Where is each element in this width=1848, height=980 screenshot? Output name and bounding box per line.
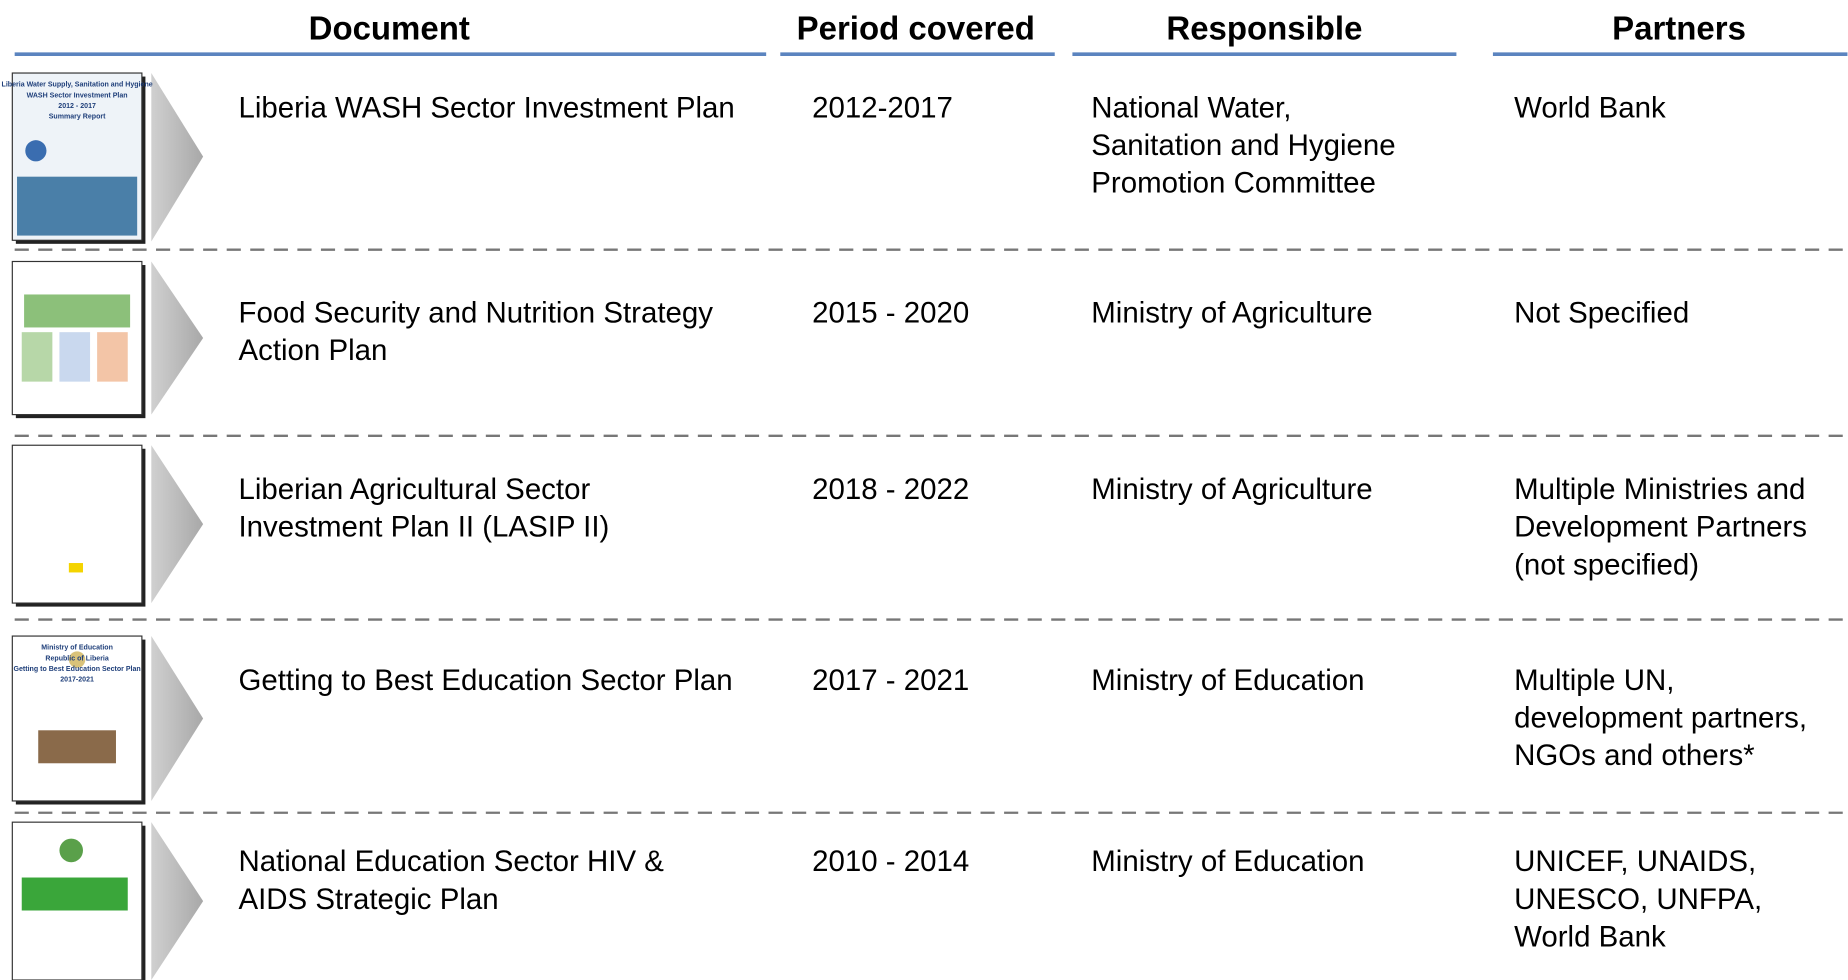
document-name: National Education Sector HIV & [238,845,664,878]
responsible: Ministry of Agriculture [1091,296,1372,329]
responsible: Sanitation and Hygiene [1091,129,1395,162]
thumbnail-text: Republic of Liberia [45,655,109,662]
column-header: Responsible [1166,9,1362,46]
document-name: Action Plan [238,334,387,367]
period: 2015 - 2020 [812,296,969,329]
thumbnail-text: WASH Sector Investment Plan [27,92,128,99]
partners: Multiple UN, [1514,664,1674,697]
document-name: Liberian Agricultural Sector [238,473,590,506]
responsible: Ministry of Agriculture [1091,473,1372,506]
column-header: Document [309,9,470,46]
partners: Multiple Ministries and [1514,473,1805,506]
document-name: Getting to Best Education Sector Plan [238,664,732,697]
thumbnail-text: Liberia Water Supply, Sanitation and Hyg… [2,82,153,89]
document-name: Food Security and Nutrition Strategy [238,296,713,329]
responsible: Ministry of Education [1091,664,1364,697]
slide: Document Period covered Responsible Partner… [0,0,1848,980]
thumbnail-text: Summary Report [49,113,106,120]
partners: UNESCO, UNFPA, [1514,883,1762,916]
document-name: AIDS Strategic Plan [238,883,498,916]
partners: (not specified) [1514,548,1699,581]
period: 2018 - 2022 [812,473,969,506]
thumbnail-text: Getting to Best Education Sector Plan [13,666,140,673]
document-name: Investment Plan II (LASIP II) [238,511,609,544]
page: Document Period covered Responsible Partner… [0,0,1848,980]
responsible: National Water, [1091,91,1291,124]
partners: Development Partners [1514,511,1807,544]
thumbnail-text: Ministry of Education [41,645,113,652]
period: 2010 - 2014 [812,845,969,878]
partners: UNICEF, UNAIDS, [1514,845,1756,878]
document-name: Liberia WASH Sector Investment Plan [238,91,734,124]
partners: Not Specified [1514,296,1689,329]
thumbnail-text: 2017-2021 [60,676,94,683]
arrows [151,73,203,980]
column-header: Period covered [797,9,1035,46]
partners: World Bank [1514,91,1666,124]
period: 2017 - 2021 [812,664,969,697]
responsible: Promotion Committee [1091,167,1376,200]
responsible: Ministry of Education [1091,845,1364,878]
partners: World Bank [1514,921,1666,954]
partners: development partners, [1514,701,1807,734]
thumbnail-text: 2012 - 2017 [58,103,96,110]
column-header: Partners [1612,9,1746,46]
period: 2012-2017 [812,91,953,124]
thumbnail-art [12,73,145,980]
partners: NGOs and others* [1514,739,1755,772]
